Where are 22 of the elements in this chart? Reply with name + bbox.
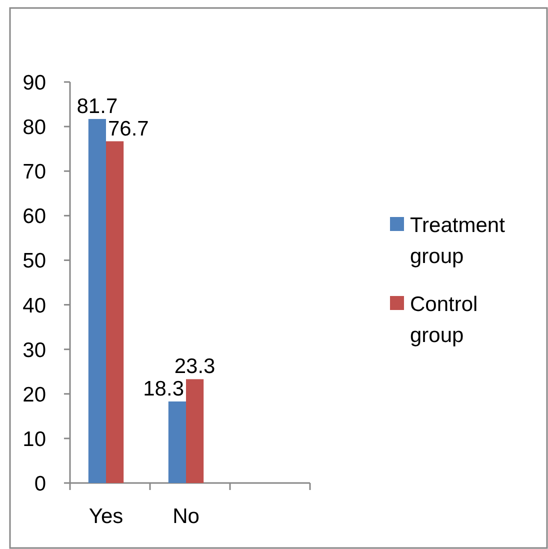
y-tick-label: 10 <box>22 428 46 451</box>
y-tick-label: 0 <box>34 472 46 496</box>
y-tick-label: 80 <box>22 116 46 140</box>
data-label: 18.3 <box>143 377 184 400</box>
x-tick-label: No <box>172 505 200 528</box>
y-tick-label: 40 <box>22 294 46 318</box>
y-tick-label: 70 <box>22 160 46 184</box>
bar <box>168 401 186 483</box>
y-tick-label: 50 <box>22 250 46 273</box>
legend-label: Treatment group <box>410 214 506 268</box>
y-tick-label: 60 <box>22 205 46 228</box>
data-label: 23.3 <box>174 355 216 378</box>
y-tick-label: 90 <box>22 72 46 94</box>
y-tick-label: 20 <box>22 383 46 406</box>
bar <box>88 118 106 483</box>
data-label: 81.7 <box>76 94 118 118</box>
legend-label: Control group <box>410 293 478 347</box>
data-label: 76.7 <box>108 117 149 140</box>
y-tick-label: 30 <box>22 338 46 362</box>
x-tick-label: Yes <box>88 505 124 528</box>
bar <box>106 141 124 483</box>
bar <box>186 379 204 483</box>
